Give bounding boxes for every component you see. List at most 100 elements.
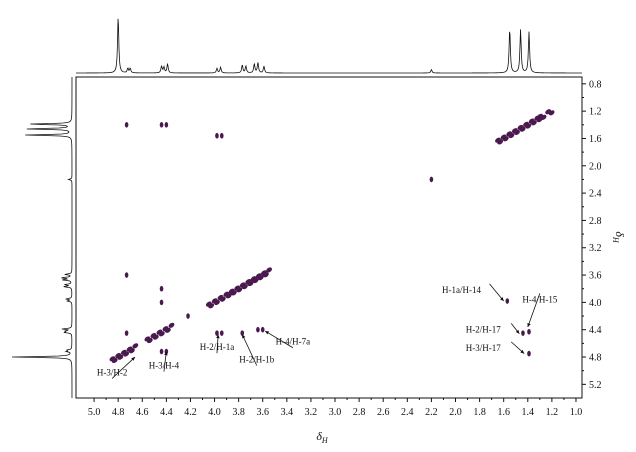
y-tick-label: 3.6 [589,271,602,282]
diagonal-peak [219,296,226,302]
x-tick-label: 1.6 [497,407,510,418]
y-tick-label: 2.0 [589,161,602,172]
annotation-label: H-4/H-7a [276,337,311,347]
x-tick-label: 4.2 [184,407,197,418]
annotation-label: H-2/H-17 [466,324,501,334]
annotation-arrow-head [131,357,136,361]
diagonal-peak [225,293,232,299]
x-tick-label: 3.6 [256,407,269,418]
diagonal-peak [257,275,264,281]
diagonal-peak [525,123,532,129]
x-axis-label: δH [316,429,329,445]
y-tick-label: 4.8 [589,353,602,364]
top-spectrum-trace [76,18,582,74]
annotation-arrow-line [111,356,136,379]
y-tick-label: 4.4 [589,325,602,336]
x-tick-label: 2.2 [425,407,438,418]
annotation-label: H-1a/H-14 [442,285,481,295]
cross-peak [186,313,190,319]
cross-peak [124,330,129,336]
diagonal-peak [548,110,555,116]
diagonal-peak [123,351,130,357]
diagonal-peak [514,129,520,135]
cross-peak [219,330,224,336]
diagonal-peak [531,120,537,126]
diagonal-peak [247,280,254,287]
x-tick-label: 5.0 [88,407,101,418]
x-tick-label: 4.8 [112,407,125,418]
diagonal-peak [236,287,243,293]
annotation-label: H-2/H-1b [239,354,274,364]
plot-frame [75,76,583,399]
x-tick-label: 1.8 [473,407,486,418]
y-axis-label: δH [611,231,627,244]
annotation-label: H-4/H-15 [522,294,557,304]
x-tick-label: 1.4 [522,407,535,418]
x-tick-label: 2.0 [449,407,462,418]
y-tick-label: 1.2 [589,107,602,118]
y-tick-label: 0.8 [589,79,602,90]
diagonal-peak [497,139,504,145]
annotation-arrow-head [500,297,504,302]
cross-peak [159,348,164,355]
cross-peak [527,350,531,357]
diagonal-peak [519,126,526,132]
diagonal-peak [152,334,159,340]
diagonal-peak [158,331,165,337]
annotation-arrow-line [264,330,294,349]
x-tick-label: 3.4 [281,407,294,418]
annotation-label: H-3/H-2 [97,367,128,377]
y-tick-label: 1.6 [589,134,602,145]
diagonal-peak [502,136,509,142]
diagonal-peak [214,299,220,306]
annotation-arrow-head [520,349,525,354]
left-spectrum-trace [11,77,73,398]
x-tick-label: 4.0 [208,407,221,418]
x-tick-label: 1.2 [546,407,559,418]
diagonal-peak [128,348,135,354]
cross-peak [505,298,510,304]
cross-peak [124,272,129,278]
diagonal-peak [168,322,175,328]
top-1d-spectrum [76,18,582,74]
annotation-arrow-head [515,329,520,334]
diagonal-peak [132,343,139,349]
y-axis: 0.8 1.2 1.6 2.0 2.4 2.8 3.2 3.6 4.0 4.4 4.8 5.2 [582,79,602,391]
diagonal-peak [164,327,171,333]
diagonal-peak [117,354,124,360]
cross-peak [521,330,525,336]
annotation-arrow-head [164,351,168,356]
cross-peak [159,299,164,306]
diagonal-peak [241,284,248,290]
annotation-arrow-line [489,283,504,302]
diagonal-peak [540,114,547,120]
cross-peak [260,326,265,333]
cross-peak [159,285,164,292]
annotations: H-3/H-2H-3/H-4H-2/H-1aH-2/H-1bH-4/H-7aH-… [97,283,558,379]
cross-peak [159,122,164,128]
diagonal-peak [230,290,237,296]
x-tick-label: 3.0 [329,407,342,418]
x-tick-label: 3.2 [305,407,318,418]
diagonal-peak [208,303,215,309]
diagonal-peak [262,272,269,278]
y-tick-label: 4.0 [589,298,602,309]
x-tick-label: 2.4 [401,407,414,418]
annotation-arrow-line [527,293,541,328]
cross-peak [256,326,260,333]
cross-peak [215,132,219,139]
diagonal-peak [508,133,515,139]
x-tick-label: 4.6 [136,407,149,418]
x-tick-label: 1.0 [570,407,583,418]
x-tick-label: 3.8 [232,407,245,418]
annotation-arrow-head [242,334,246,339]
y-tick-label: 5.2 [589,380,602,391]
y-tick-label: 3.2 [589,243,602,254]
x-tick-label: 4.4 [160,407,173,418]
cross-peak [527,328,531,335]
cross-peak [124,122,129,128]
x-axis: 5.0 4.8 4.6 4.4 4.2 4.0 3.8 3.6 3.4 3.2 3.0 2.8 2.6 2… [88,398,582,418]
annotation-arrow-head [265,331,270,335]
annotation-arrow-line [241,334,258,366]
left-1d-spectrum [11,77,73,398]
